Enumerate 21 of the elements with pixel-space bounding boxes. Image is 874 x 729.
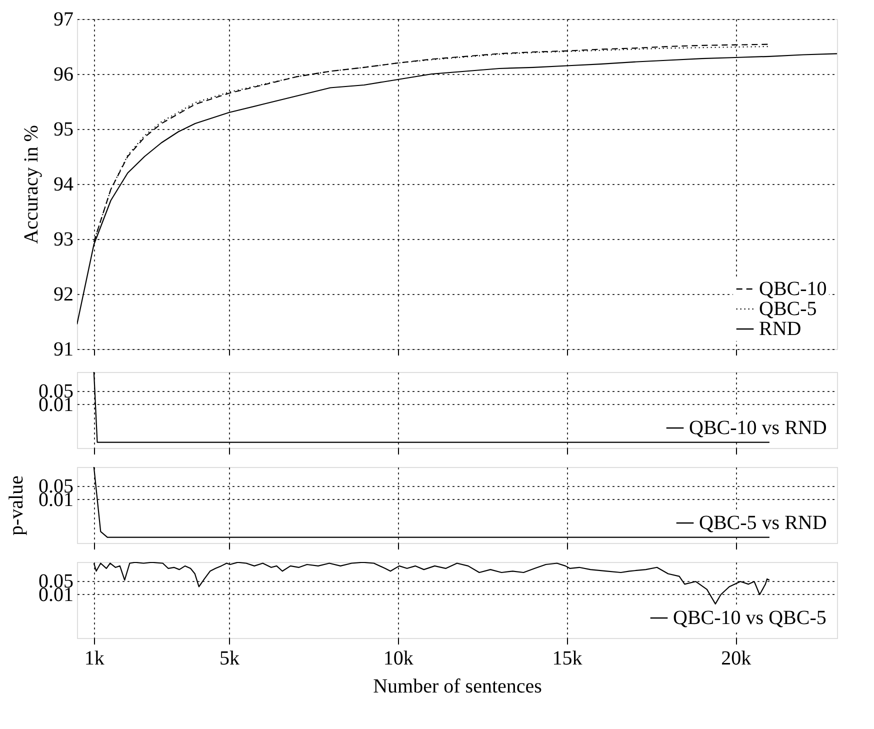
y-tick-label: 93 (54, 228, 74, 250)
y-axis-title: p-value (6, 475, 28, 536)
x-tick-label: 1k (84, 648, 104, 670)
y-tick-label: 91 (54, 338, 74, 360)
x-tick-label: 5k (220, 648, 240, 670)
legend-label: RND (759, 318, 802, 340)
x-tick-label: 15k (552, 648, 582, 670)
x-tick-label: 20k (721, 648, 752, 670)
legend-label: QBC-10 vs QBC-5 (673, 607, 826, 629)
y-tick-label: 95 (54, 118, 74, 140)
legend-label: QBC-5 (759, 298, 817, 320)
x-tick-label: 10k (383, 648, 414, 670)
y-tick-label: 96 (54, 64, 74, 86)
legend-label: QBC-10 (759, 278, 827, 300)
y-tick-label: 97 (54, 8, 74, 30)
y-axis-title: Accuracy in % (20, 125, 42, 244)
y-tick-label: 94 (54, 174, 74, 196)
x-axis-title: Number of sentences (373, 676, 542, 698)
legend-label: QBC-5 vs RND (699, 512, 827, 534)
y-tick-label: 92 (54, 284, 74, 306)
legend-label: QBC-10 vs RND (689, 417, 827, 439)
